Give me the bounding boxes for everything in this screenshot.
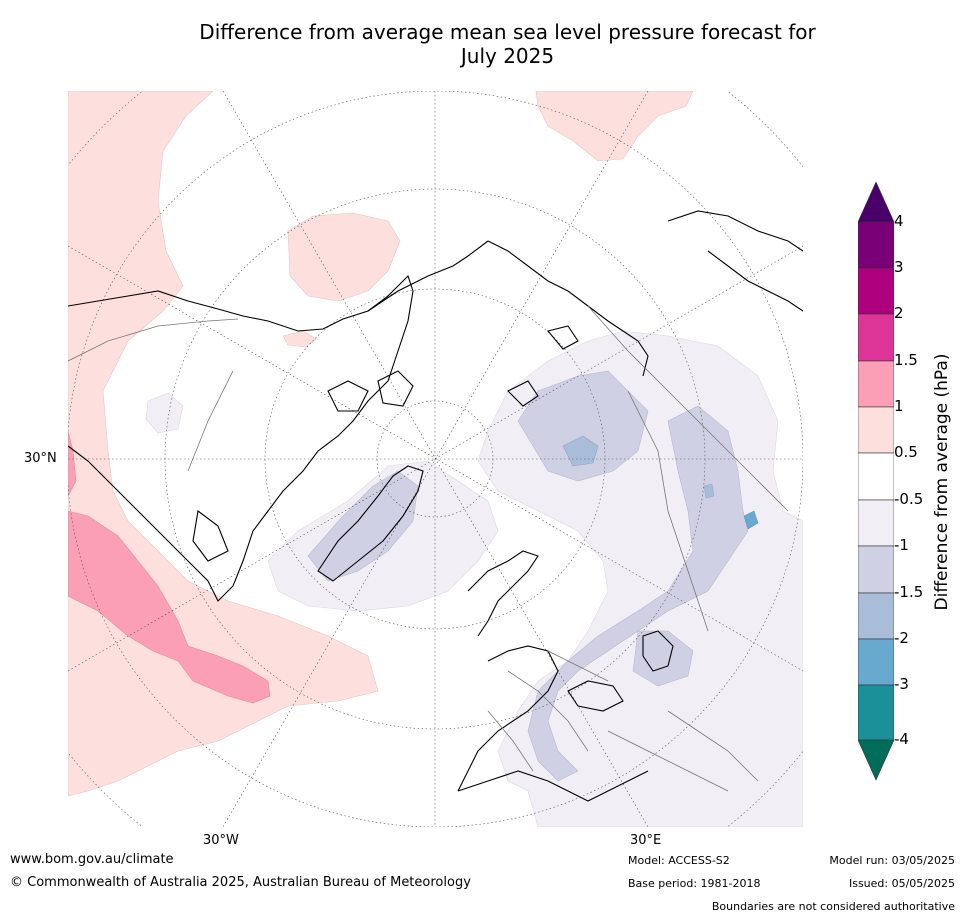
lon-label-30e: 30°E xyxy=(630,833,662,848)
map-panel[interactable] xyxy=(68,91,803,827)
coastlines xyxy=(68,210,803,802)
colorbar-tick-label: -3 xyxy=(894,675,909,693)
colorbar-tick-label: -1.5 xyxy=(894,583,924,601)
borders xyxy=(68,305,789,792)
anomaly-neg-greenland xyxy=(307,470,419,582)
cbar-extend-bottom xyxy=(858,739,894,781)
lon-label-30w: 30°W xyxy=(203,833,239,848)
anomaly-pos-pacific-strong xyxy=(68,510,271,704)
colorbar-tick-label: 2 xyxy=(894,304,904,322)
cbar-0.5-1 xyxy=(858,406,894,454)
cbar-neg-3-4 xyxy=(858,684,894,741)
anomaly-pos-north-pacific xyxy=(535,91,694,162)
graticule xyxy=(68,91,803,827)
colorbar-tick-label: -2 xyxy=(894,629,909,647)
lat-label-30n: 30°N xyxy=(24,451,57,466)
colorbar-title: Difference from average (hPa) xyxy=(932,353,952,611)
anomaly-pos-bering xyxy=(287,212,401,302)
cbar-extend-top xyxy=(858,182,894,223)
anomaly-neg-canada-small xyxy=(145,392,184,434)
cbar-3-4 xyxy=(858,221,894,269)
anomaly-neg-asia-dot xyxy=(743,510,759,530)
cbar-neg-1-1.5 xyxy=(858,545,894,594)
colorbar-tick-label: 4 xyxy=(894,212,904,230)
cbar-1.5-2 xyxy=(858,313,894,362)
title-line-2: July 2025 xyxy=(460,44,555,68)
footer-issued: Issued: 05/05/2025 xyxy=(848,877,955,890)
cbar-neg-1.5-2 xyxy=(858,592,894,640)
footer-website-link[interactable]: www.bom.gov.au/climate xyxy=(10,852,174,867)
anomaly-neg-caspian xyxy=(632,630,694,687)
colorbar-tick-label: 0.5 xyxy=(894,443,918,461)
anomaly-neg-asia-dot-2 xyxy=(703,483,715,499)
footer-base-period: Base period: 1981-2018 xyxy=(628,877,761,890)
colorbar-tick-label: -0.5 xyxy=(894,490,924,508)
cbar-1-1.5 xyxy=(858,360,894,408)
footer-copyright: © Commonwealth of Australia 2025, Austra… xyxy=(10,875,471,890)
anomaly-neg-siberia xyxy=(517,370,649,482)
colorbar-tick-label: -4 xyxy=(894,730,909,748)
cbar-neg-0.5-1 xyxy=(858,499,894,547)
title-line-1: Difference from average mean sea level p… xyxy=(199,20,816,44)
chart-title: Difference from average mean sea level p… xyxy=(120,20,895,68)
map-canvas[interactable] xyxy=(68,91,803,827)
colorbar-tick-label: 1.5 xyxy=(894,351,918,369)
cbar-2-3 xyxy=(858,267,894,315)
footer-model: Model: ACCESS-S2 xyxy=(628,854,730,867)
cbar-neg-2-3 xyxy=(858,638,894,686)
footer-disclaimer: Boundaries are not considered authoritat… xyxy=(711,900,955,913)
anomaly-pos-small-alaska xyxy=(282,330,317,348)
colorbar xyxy=(858,182,894,781)
anomaly-neg-siberia-strong xyxy=(562,435,599,467)
colorbar-tick-label: 3 xyxy=(894,258,904,276)
cbar-neutral xyxy=(858,452,894,501)
colorbar-tick-label: -1 xyxy=(894,536,909,554)
colorbar-tick-label: 1 xyxy=(894,397,904,415)
footer-model-run: Model run: 03/05/2025 xyxy=(829,854,955,867)
